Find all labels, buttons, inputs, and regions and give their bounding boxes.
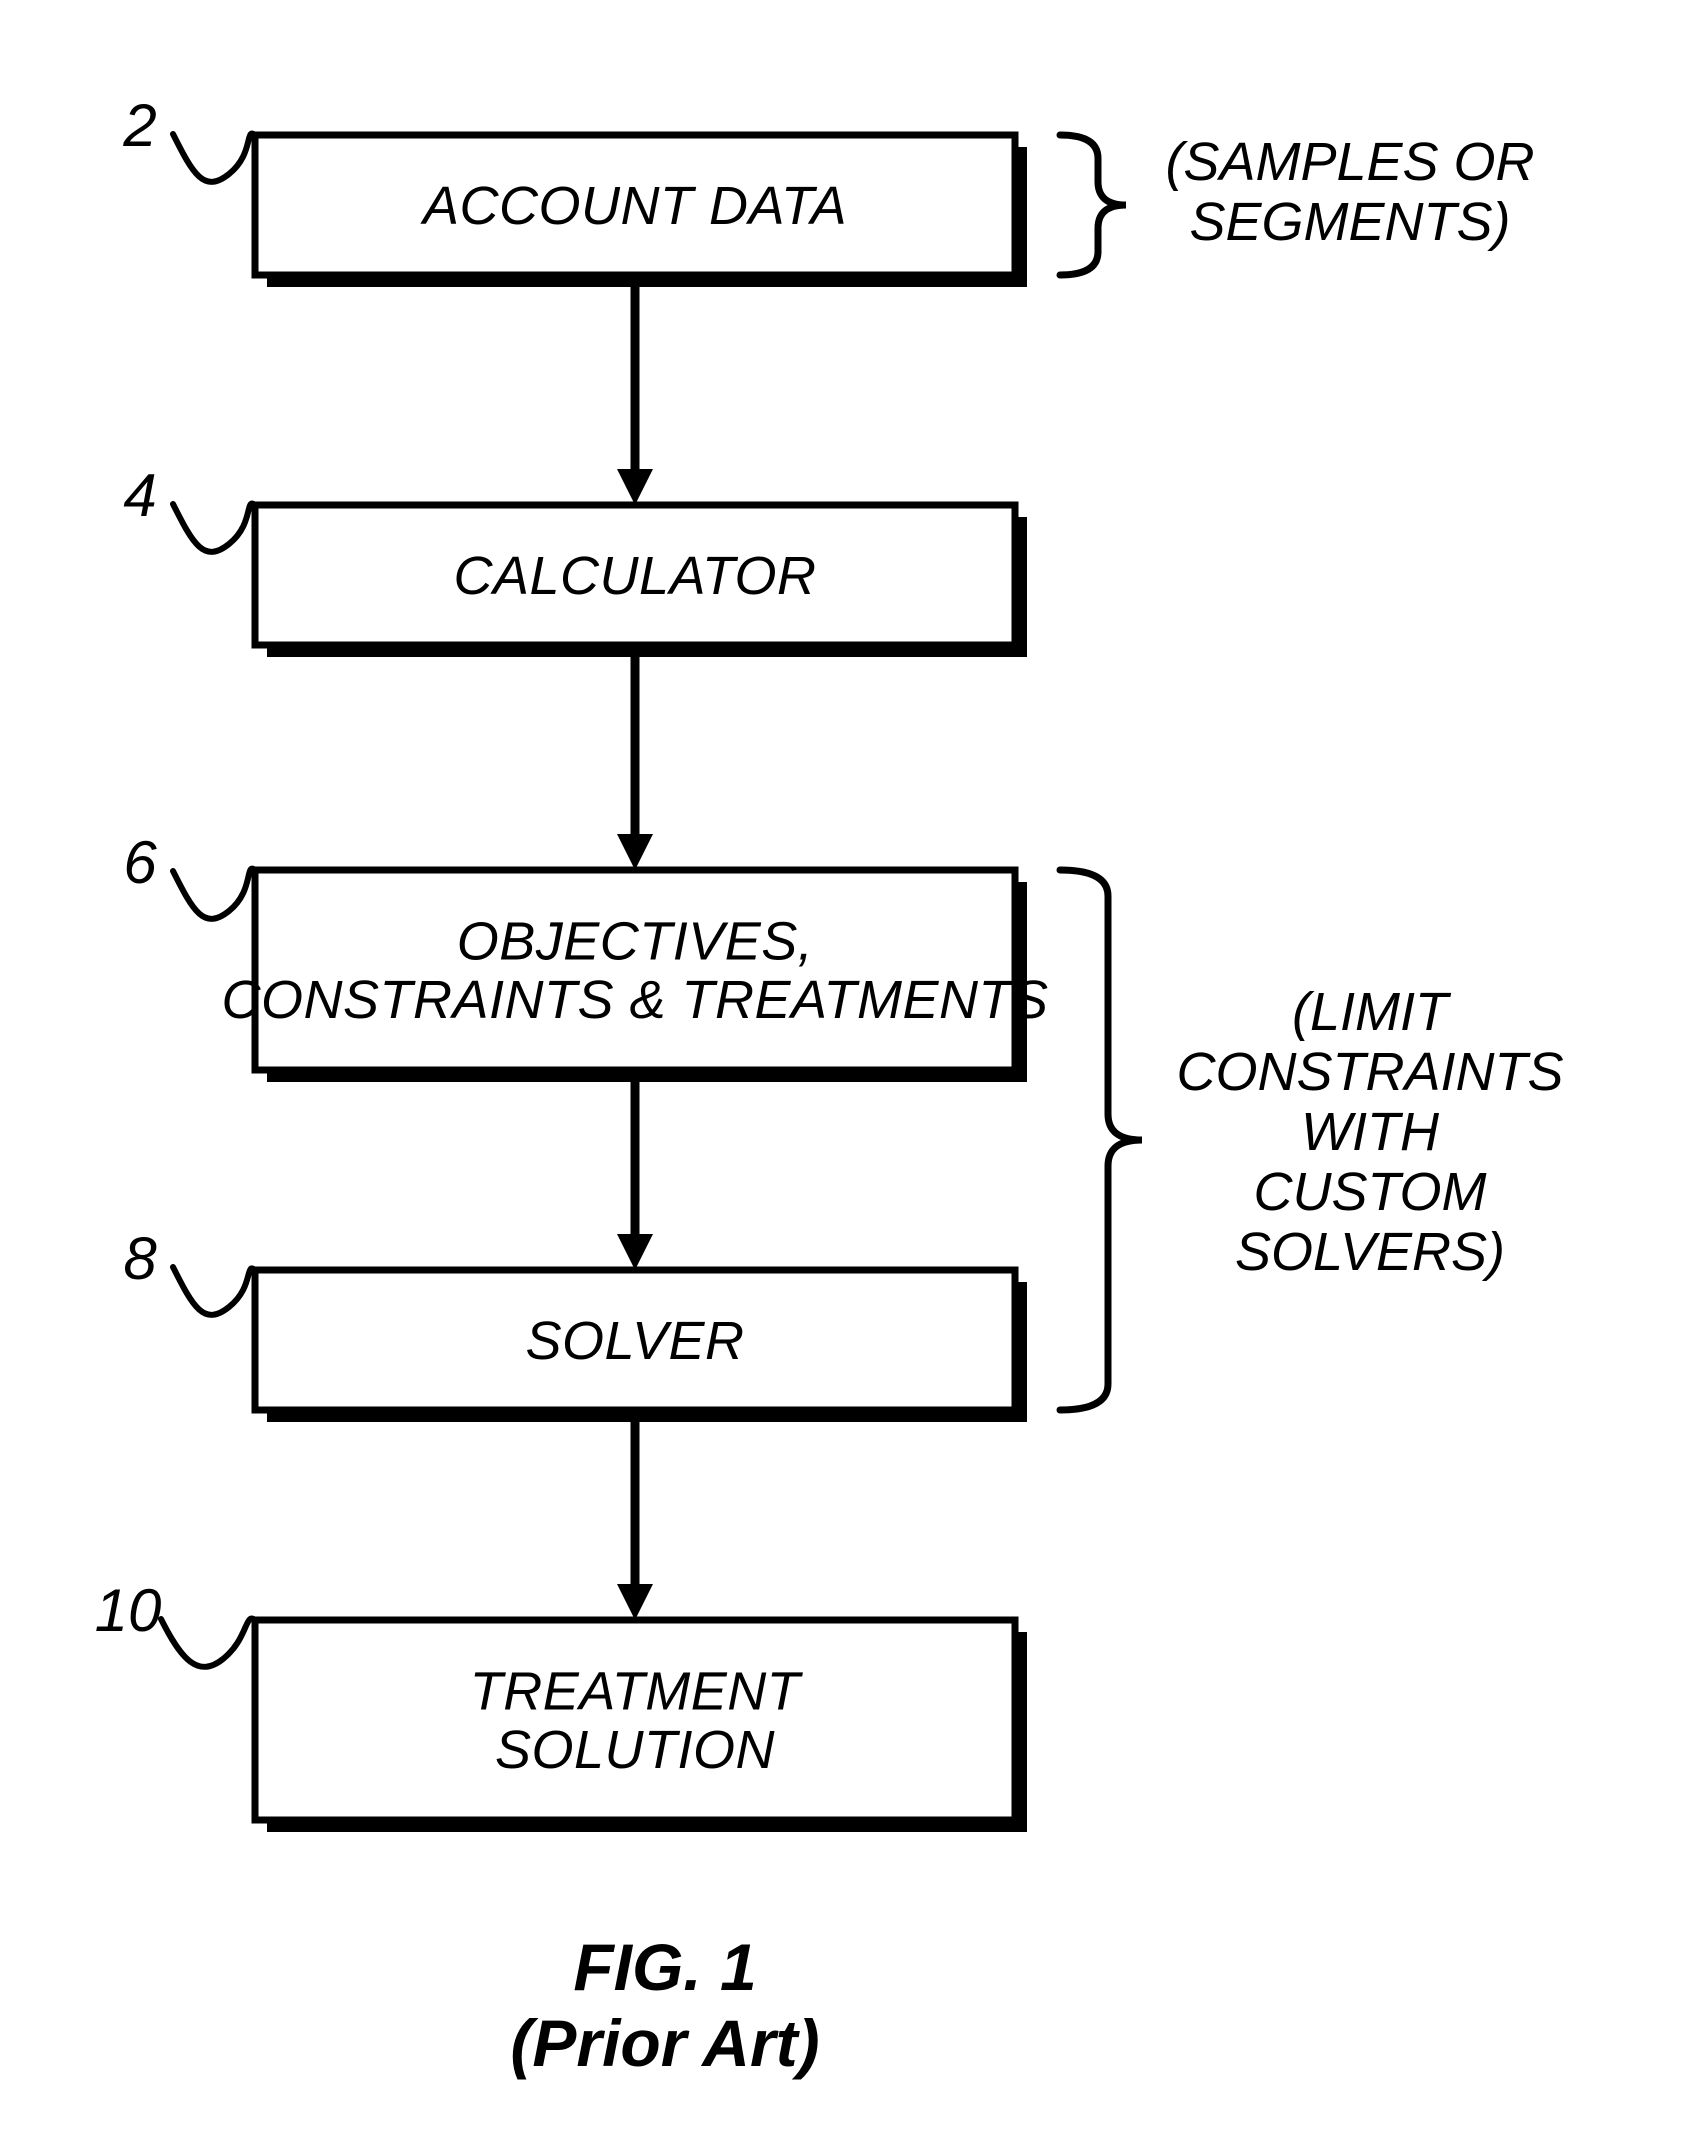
ref-label-group: 8: [123, 1225, 255, 1315]
ref-leader: [173, 504, 255, 552]
ref-label-group: 10: [95, 1577, 255, 1667]
flow-node: CALCULATOR: [255, 505, 1027, 657]
ref-number: 10: [95, 1577, 162, 1644]
figure-caption: FIG. 1(Prior Art): [510, 1930, 819, 2080]
flow-arrow: [617, 1082, 653, 1270]
flow-node-label: TREATMENTSOLUTION: [470, 1662, 804, 1780]
flowchart-canvas: ACCOUNT DATA CALCULATOR OBJECTIVES,CONSTRA…: [0, 0, 1690, 2133]
flow-node: SOLVER: [255, 1270, 1027, 1422]
flow-node-label: CALCULATOR: [453, 546, 816, 606]
ref-leader: [161, 1619, 255, 1667]
annotation-text: (LIMITCONSTRAINTSWITHCUSTOMSOLVERS): [1176, 982, 1563, 1282]
flow-arrow: [617, 1422, 653, 1620]
flow-node-label: ACCOUNT DATA: [420, 176, 847, 236]
ref-leader: [173, 1267, 255, 1315]
flow-node: ACCOUNT DATA: [255, 135, 1027, 287]
ref-number: 6: [123, 829, 157, 896]
ref-leader: [173, 134, 255, 182]
flow-arrow: [617, 657, 653, 870]
ref-number: 4: [123, 462, 156, 529]
flow-node-label: SOLVER: [525, 1311, 744, 1371]
ref-label-group: 2: [122, 92, 255, 182]
annotation: (LIMITCONSTRAINTSWITHCUSTOMSOLVERS): [1060, 870, 1564, 1410]
ref-label-group: 6: [123, 829, 255, 919]
ref-leader: [173, 869, 255, 919]
flow-arrow: [617, 287, 653, 505]
annotation: (SAMPLES ORSEGMENTS): [1060, 132, 1535, 275]
ref-number: 8: [123, 1225, 157, 1292]
annotation-text: (SAMPLES ORSEGMENTS): [1165, 132, 1534, 252]
flow-node: OBJECTIVES,CONSTRAINTS & TREATMENTS: [221, 870, 1048, 1082]
ref-label-group: 4: [123, 462, 255, 552]
ref-number: 2: [122, 92, 156, 159]
curly-brace: [1060, 135, 1126, 275]
curly-brace: [1060, 870, 1142, 1410]
flow-node: TREATMENTSOLUTION: [255, 1620, 1027, 1832]
